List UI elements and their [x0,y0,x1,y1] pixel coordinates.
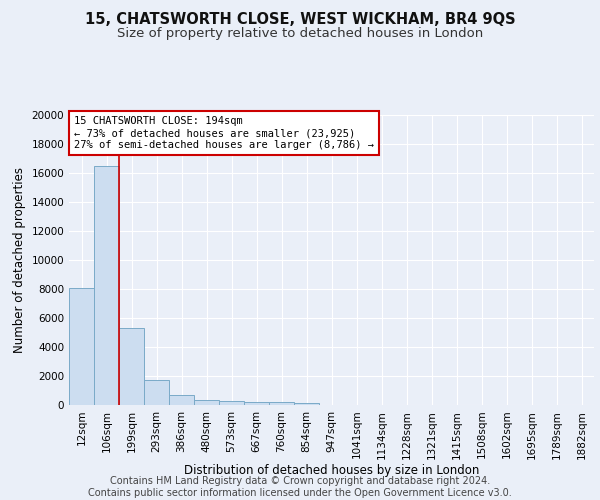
Bar [194,400,219,405]
Bar [119,328,144,405]
Bar [244,402,269,405]
Bar [69,288,94,405]
Y-axis label: Number of detached properties: Number of detached properties [13,167,26,353]
Bar [269,402,294,405]
X-axis label: Distribution of detached houses by size in London: Distribution of detached houses by size … [184,464,479,477]
Bar [219,402,244,405]
Text: 15 CHATSWORTH CLOSE: 194sqm
← 73% of detached houses are smaller (23,925)
27% of: 15 CHATSWORTH CLOSE: 194sqm ← 73% of det… [74,116,374,150]
Bar [94,166,119,405]
Bar [144,380,169,405]
Text: 15, CHATSWORTH CLOSE, WEST WICKHAM, BR4 9QS: 15, CHATSWORTH CLOSE, WEST WICKHAM, BR4 … [85,12,515,28]
Text: Contains HM Land Registry data © Crown copyright and database right 2024.
Contai: Contains HM Land Registry data © Crown c… [88,476,512,498]
Bar [294,403,319,405]
Bar [169,395,194,405]
Text: Size of property relative to detached houses in London: Size of property relative to detached ho… [117,28,483,40]
